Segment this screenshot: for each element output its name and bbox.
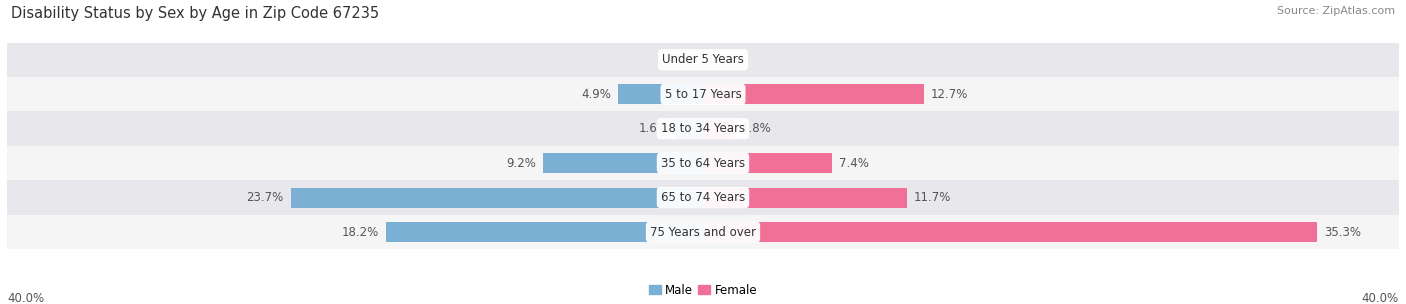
Text: 18.2%: 18.2% [342, 226, 380, 239]
Text: 35 to 64 Years: 35 to 64 Years [661, 157, 745, 170]
Bar [387, 222, 703, 242]
Bar [617, 84, 703, 104]
Bar [543, 153, 703, 173]
Text: 7.4%: 7.4% [839, 157, 869, 170]
Text: 1.8%: 1.8% [741, 122, 770, 135]
Text: Under 5 Years: Under 5 Years [662, 53, 744, 66]
Bar [7, 215, 1399, 249]
Text: 11.7%: 11.7% [914, 191, 950, 204]
Bar [703, 188, 907, 208]
Bar [7, 43, 1399, 77]
Bar [7, 146, 1399, 180]
Text: Disability Status by Sex by Age in Zip Code 67235: Disability Status by Sex by Age in Zip C… [11, 6, 380, 21]
Text: 4.9%: 4.9% [581, 88, 610, 101]
Text: 1.6%: 1.6% [638, 122, 668, 135]
Bar [7, 112, 1399, 146]
Legend: Male, Female: Male, Female [644, 279, 762, 301]
Text: 40.0%: 40.0% [1362, 292, 1399, 304]
Text: 12.7%: 12.7% [931, 88, 969, 101]
Bar [675, 119, 703, 139]
Text: 5 to 17 Years: 5 to 17 Years [665, 88, 741, 101]
Text: 40.0%: 40.0% [7, 292, 44, 304]
Bar [7, 77, 1399, 112]
Text: Source: ZipAtlas.com: Source: ZipAtlas.com [1277, 6, 1395, 16]
Bar [703, 222, 1317, 242]
Text: 23.7%: 23.7% [246, 191, 284, 204]
Text: 0.0%: 0.0% [709, 53, 738, 66]
Bar [703, 84, 924, 104]
Text: 65 to 74 Years: 65 to 74 Years [661, 191, 745, 204]
Text: 9.2%: 9.2% [506, 157, 536, 170]
Text: 75 Years and over: 75 Years and over [650, 226, 756, 239]
Bar [703, 119, 734, 139]
Bar [291, 188, 703, 208]
Bar [7, 180, 1399, 215]
Text: 35.3%: 35.3% [1324, 226, 1361, 239]
Bar [703, 153, 832, 173]
Text: 18 to 34 Years: 18 to 34 Years [661, 122, 745, 135]
Text: 0.0%: 0.0% [668, 53, 697, 66]
